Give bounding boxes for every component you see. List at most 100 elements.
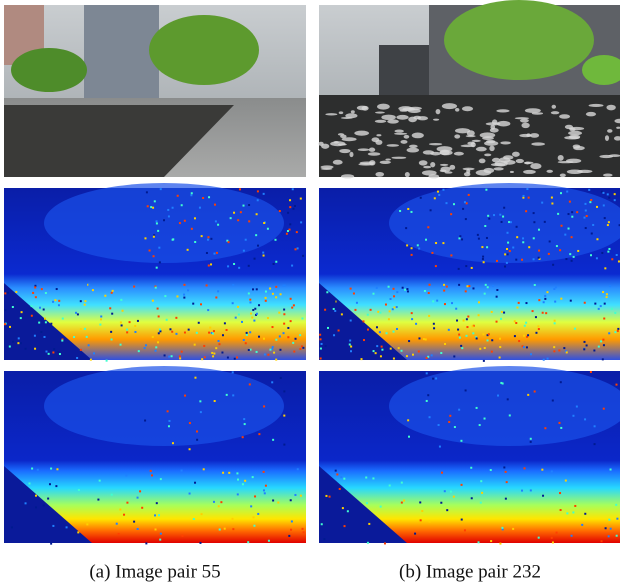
noise xyxy=(426,372,428,374)
highlight xyxy=(558,155,564,161)
noise xyxy=(568,213,570,215)
noise xyxy=(111,494,113,496)
noise xyxy=(56,288,58,290)
noise xyxy=(187,249,189,251)
noise xyxy=(425,338,427,340)
noise xyxy=(275,239,277,241)
noise xyxy=(287,212,289,214)
noise xyxy=(584,418,586,420)
noise xyxy=(175,317,177,319)
noise xyxy=(461,238,463,240)
noise xyxy=(211,352,213,354)
noise xyxy=(402,287,404,289)
highlight xyxy=(369,148,375,152)
noise xyxy=(277,502,279,504)
noise xyxy=(396,291,398,293)
noise xyxy=(607,251,609,253)
noise xyxy=(427,226,429,228)
noise xyxy=(478,314,480,316)
noise xyxy=(289,206,291,208)
foliage xyxy=(44,366,284,446)
highlight xyxy=(385,158,391,160)
noise xyxy=(232,528,234,530)
noise xyxy=(236,356,238,358)
noise xyxy=(446,509,448,511)
highlight xyxy=(472,140,481,142)
noise xyxy=(572,511,574,513)
noise xyxy=(503,466,505,468)
noise xyxy=(554,322,556,324)
noise xyxy=(184,395,186,397)
noise xyxy=(57,351,59,353)
noise xyxy=(602,192,604,194)
noise xyxy=(134,331,136,333)
noise xyxy=(247,541,249,543)
noise xyxy=(592,224,594,226)
noise xyxy=(429,416,431,418)
noise xyxy=(77,531,79,533)
noise xyxy=(586,344,588,346)
noise xyxy=(616,254,618,256)
noise xyxy=(269,349,271,351)
highlight xyxy=(358,148,370,151)
noise xyxy=(264,353,266,355)
noise xyxy=(551,537,553,539)
noise xyxy=(78,489,80,491)
noise xyxy=(283,313,285,315)
noise xyxy=(25,502,27,504)
noise xyxy=(485,189,487,191)
noise xyxy=(505,498,507,500)
highlight xyxy=(333,160,343,165)
noise xyxy=(565,480,567,482)
noise xyxy=(280,293,282,295)
highlight xyxy=(430,162,435,167)
noise xyxy=(241,321,243,323)
highlight xyxy=(369,160,375,165)
noise xyxy=(533,221,535,223)
noise xyxy=(120,299,122,301)
noise xyxy=(120,344,122,346)
noise xyxy=(171,331,173,333)
noise xyxy=(224,322,226,324)
noise xyxy=(86,523,88,525)
noise xyxy=(92,289,94,291)
noise xyxy=(17,342,19,344)
noise xyxy=(559,249,561,251)
noise xyxy=(336,473,338,475)
noise xyxy=(515,259,517,261)
noise xyxy=(279,335,281,337)
highlight xyxy=(462,106,473,111)
noise xyxy=(159,261,161,263)
noise xyxy=(194,217,196,219)
noise xyxy=(551,202,553,204)
noise xyxy=(594,303,596,305)
noise xyxy=(268,540,270,542)
noise xyxy=(232,371,234,373)
noise xyxy=(296,231,298,233)
noise xyxy=(35,495,37,497)
highlight xyxy=(325,113,337,115)
noise xyxy=(215,347,217,349)
highlight xyxy=(599,155,613,158)
noise xyxy=(179,222,181,224)
noise xyxy=(150,470,152,472)
noise xyxy=(538,250,540,252)
noise xyxy=(509,414,511,416)
noise xyxy=(484,225,486,227)
noise xyxy=(601,540,603,542)
noise xyxy=(607,193,609,195)
noise xyxy=(386,332,388,334)
noise xyxy=(593,349,595,351)
highlight xyxy=(375,120,387,123)
noise xyxy=(465,335,467,337)
noise xyxy=(552,399,554,401)
noise xyxy=(250,505,252,507)
noise xyxy=(608,221,610,223)
noise xyxy=(462,208,464,210)
noise xyxy=(190,194,192,196)
noise xyxy=(258,433,260,435)
disparity-map xyxy=(319,183,620,362)
highlight xyxy=(404,135,410,139)
noise xyxy=(552,264,554,266)
noise xyxy=(610,469,612,471)
